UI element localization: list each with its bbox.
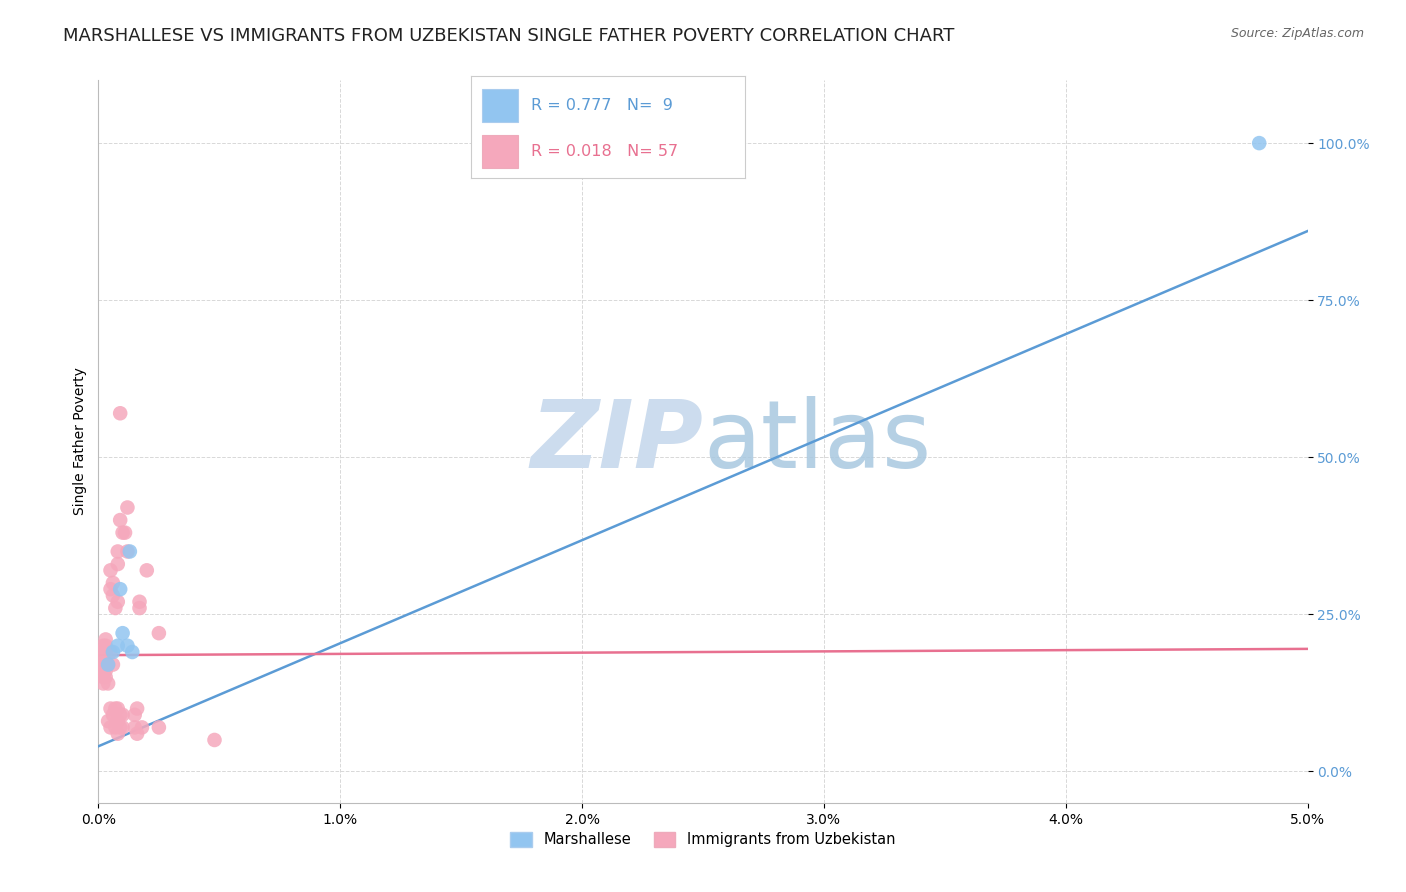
Point xyxy=(104,601,127,615)
Point xyxy=(91,651,114,665)
FancyBboxPatch shape xyxy=(482,136,517,168)
Point xyxy=(135,563,157,577)
Point xyxy=(101,707,124,722)
Point xyxy=(107,544,129,558)
Point xyxy=(91,676,114,690)
Point xyxy=(91,670,114,684)
Point xyxy=(108,513,131,527)
Point xyxy=(97,676,120,690)
Point xyxy=(128,601,150,615)
Point xyxy=(131,720,153,734)
Point xyxy=(90,664,112,678)
Point xyxy=(108,720,131,734)
Point xyxy=(124,707,146,722)
Point xyxy=(111,720,134,734)
Point xyxy=(100,563,122,577)
Point xyxy=(111,525,134,540)
Point xyxy=(90,645,112,659)
Point xyxy=(108,707,131,722)
Point xyxy=(117,639,139,653)
Point xyxy=(90,651,112,665)
Point xyxy=(104,720,127,734)
Point xyxy=(94,645,117,659)
Point xyxy=(90,657,112,672)
Text: R = 0.777   N=  9: R = 0.777 N= 9 xyxy=(531,98,673,113)
Legend: Marshallese, Immigrants from Uzbekistan: Marshallese, Immigrants from Uzbekistan xyxy=(505,826,901,854)
Point xyxy=(107,639,129,653)
Text: MARSHALLESE VS IMMIGRANTS FROM UZBEKISTAN SINGLE FATHER POVERTY CORRELATION CHAR: MARSHALLESE VS IMMIGRANTS FROM UZBEKISTA… xyxy=(63,27,955,45)
Point xyxy=(104,701,127,715)
Point xyxy=(204,733,226,747)
Point xyxy=(101,645,124,659)
Point xyxy=(121,645,143,659)
Point xyxy=(118,544,141,558)
Point xyxy=(107,595,129,609)
Point xyxy=(101,657,124,672)
Point xyxy=(124,720,146,734)
Point xyxy=(91,657,114,672)
Point xyxy=(107,701,129,715)
Point xyxy=(97,657,120,672)
Point xyxy=(94,632,117,647)
Text: atlas: atlas xyxy=(703,395,931,488)
Point xyxy=(100,701,122,715)
Point xyxy=(100,720,122,734)
Point xyxy=(117,500,139,515)
Point xyxy=(94,664,117,678)
Point xyxy=(127,701,149,715)
Point xyxy=(107,714,129,728)
Point xyxy=(91,664,114,678)
Point xyxy=(94,670,117,684)
Point xyxy=(97,657,120,672)
Point xyxy=(111,626,134,640)
Point xyxy=(117,544,139,558)
Point xyxy=(107,557,129,571)
Text: ZIP: ZIP xyxy=(530,395,703,488)
Point xyxy=(100,582,122,597)
Point xyxy=(128,595,150,609)
Point xyxy=(107,727,129,741)
Point xyxy=(101,575,124,590)
Point xyxy=(114,525,136,540)
Point xyxy=(111,707,134,722)
Point xyxy=(94,639,117,653)
Y-axis label: Single Father Poverty: Single Father Poverty xyxy=(73,368,87,516)
Text: R = 0.018   N= 57: R = 0.018 N= 57 xyxy=(531,145,679,160)
Point xyxy=(148,720,170,734)
Point xyxy=(97,714,120,728)
Text: Source: ZipAtlas.com: Source: ZipAtlas.com xyxy=(1230,27,1364,40)
Point xyxy=(1249,136,1271,150)
Point xyxy=(100,645,122,659)
Point xyxy=(91,639,114,653)
Point xyxy=(101,589,124,603)
Point xyxy=(108,582,131,597)
Point xyxy=(127,727,149,741)
Point xyxy=(148,626,170,640)
FancyBboxPatch shape xyxy=(482,89,517,122)
Point xyxy=(108,406,131,420)
